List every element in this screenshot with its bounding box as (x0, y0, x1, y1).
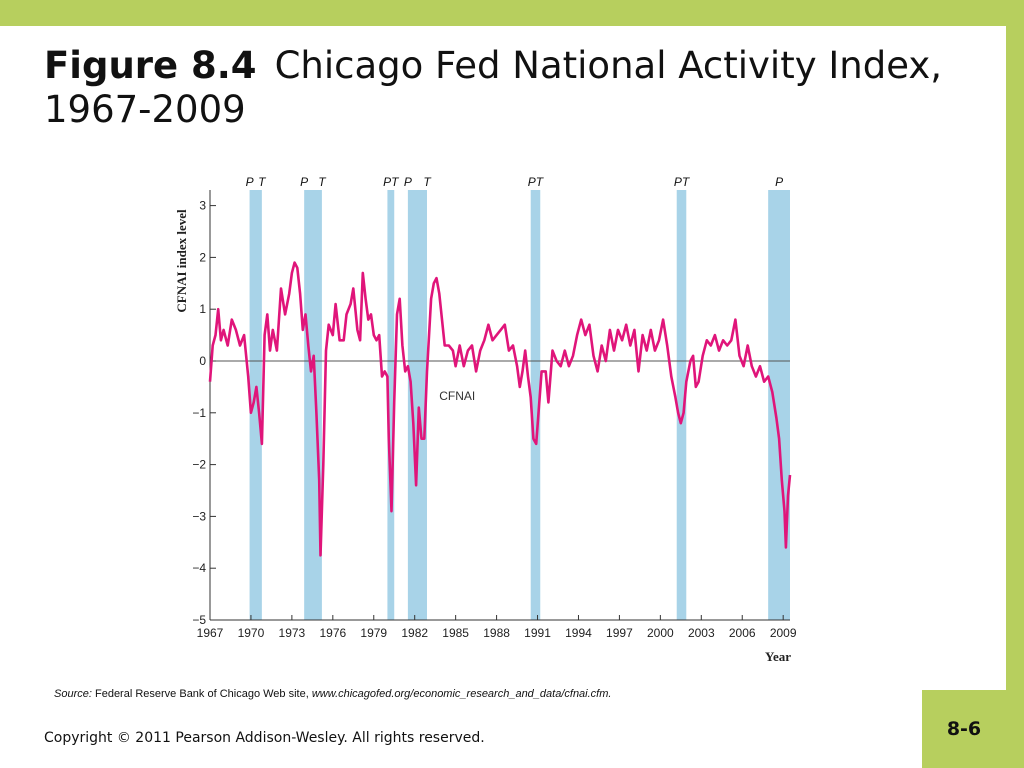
y-tick-label: 0 (199, 354, 206, 368)
recession-band (387, 190, 395, 620)
recession-band (304, 190, 322, 620)
x-tick-label: 1967 (197, 626, 224, 640)
figure-label: Figure 8.4 (44, 44, 257, 87)
y-tick-label: −5 (192, 613, 206, 627)
recession-band (768, 190, 790, 620)
recession-label: PT (674, 175, 691, 189)
x-tick-label: 1979 (360, 626, 387, 640)
recession-label: PT (383, 175, 400, 189)
figure-title: Chicago Fed National Activity Index, 196… (44, 44, 942, 131)
peak-label: P (300, 175, 308, 189)
peak-label: P (246, 175, 254, 189)
right-accent-bar (1006, 0, 1024, 768)
x-tick-label: 2003 (688, 626, 715, 640)
x-tick-label: 2009 (770, 626, 797, 640)
peak-label: P (404, 175, 412, 189)
x-tick-label: 1991 (524, 626, 551, 640)
y-tick-label: −4 (192, 561, 206, 575)
x-tick-label: 1976 (319, 626, 346, 640)
y-tick-label: −3 (192, 509, 206, 523)
recession-band (676, 190, 687, 620)
x-tick-label: 1994 (565, 626, 592, 640)
y-tick-label: −1 (192, 406, 206, 420)
x-tick-label: 2000 (647, 626, 674, 640)
x-tick-label: 1988 (483, 626, 510, 640)
recession-band (249, 190, 262, 620)
x-tick-label: 1997 (606, 626, 633, 640)
x-tick-label: 2006 (729, 626, 756, 640)
slide-title: Figure 8.4 Chicago Fed National Activity … (44, 44, 944, 132)
series-annotation: CFNAI (439, 389, 475, 403)
recession-bands (249, 190, 790, 620)
source-text: Federal Reserve Bank of Chicago Web site… (94, 688, 309, 700)
y-tick-label: 1 (199, 302, 206, 316)
cfnai-line (208, 261, 792, 557)
trough-label: T (423, 175, 432, 189)
x-tick-label: 1973 (279, 626, 306, 640)
top-accent-bar (0, 0, 1024, 26)
source-prefix: Source: (54, 688, 92, 700)
page-number: 8-6 (946, 718, 982, 740)
source-note: Source: Federal Reserve Bank of Chicago … (54, 688, 611, 700)
recession-label: PT (528, 175, 545, 189)
page-number-box (922, 690, 1024, 768)
x-tick-label: 1970 (238, 626, 265, 640)
recession-band (530, 190, 541, 620)
y-tick-label: −2 (192, 458, 206, 472)
trough-label: T (258, 175, 267, 189)
copyright-notice: Copyright © 2011 Pearson Addison-Wesley.… (44, 730, 485, 746)
trough-label: T (318, 175, 327, 189)
x-tick-label: 1985 (442, 626, 469, 640)
y-tick-label: 3 (199, 199, 206, 213)
source-url: www.chicagofed.org/economic_research_and… (311, 688, 612, 700)
x-axis-label: Year (765, 649, 791, 664)
recession-band (407, 190, 427, 620)
y-tick-label: 2 (199, 250, 206, 264)
recession-label: P (775, 175, 783, 189)
y-axis-label: CFNAI index level (174, 209, 189, 313)
x-tick-label: 1982 (401, 626, 428, 640)
series-lines (208, 261, 792, 557)
